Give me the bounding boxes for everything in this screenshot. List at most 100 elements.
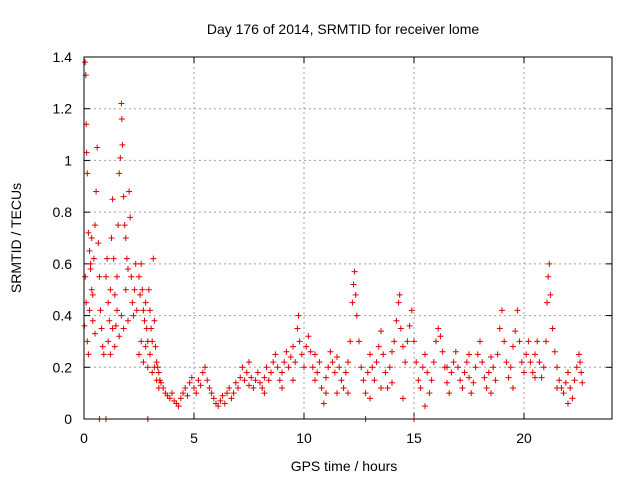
data-point bbox=[279, 384, 285, 391]
data-point bbox=[408, 307, 415, 314]
data-point bbox=[481, 374, 488, 381]
data-point bbox=[252, 377, 259, 384]
data-point bbox=[88, 235, 95, 241]
data-point bbox=[125, 266, 131, 273]
data-point bbox=[331, 369, 338, 376]
data-point bbox=[110, 255, 117, 262]
data-point bbox=[444, 379, 450, 386]
data-point bbox=[261, 390, 268, 397]
data-point bbox=[117, 154, 124, 161]
data-point bbox=[565, 400, 571, 407]
data-point bbox=[180, 390, 186, 397]
data-point bbox=[353, 312, 360, 319]
grid bbox=[84, 57, 612, 419]
data-point bbox=[137, 291, 144, 298]
data-point bbox=[485, 369, 492, 376]
x-tick-label: 5 bbox=[190, 430, 198, 446]
data-point bbox=[455, 364, 461, 371]
data-point bbox=[351, 268, 358, 275]
data-point bbox=[477, 338, 483, 345]
data-point bbox=[86, 307, 93, 314]
data-point bbox=[419, 364, 426, 371]
data-point bbox=[206, 384, 213, 391]
data-point bbox=[450, 359, 457, 366]
data-point bbox=[461, 369, 468, 376]
data-point bbox=[338, 377, 345, 384]
data-point bbox=[470, 379, 477, 386]
data-point bbox=[123, 255, 130, 262]
data-point bbox=[120, 325, 127, 332]
data-point bbox=[305, 333, 312, 340]
data-point bbox=[364, 369, 371, 376]
data-point bbox=[384, 384, 391, 391]
data-point bbox=[221, 400, 228, 407]
data-point bbox=[148, 325, 155, 332]
data-point bbox=[538, 374, 545, 381]
data-point bbox=[153, 359, 160, 366]
data-point bbox=[257, 379, 263, 386]
data-point bbox=[87, 260, 94, 267]
data-point bbox=[444, 364, 450, 371]
data-point bbox=[265, 377, 272, 384]
data-point bbox=[554, 384, 560, 391]
chart-title: Day 176 of 2014, SRMTID for receiver lom… bbox=[207, 21, 480, 37]
data-point bbox=[104, 255, 111, 262]
data-point bbox=[323, 374, 329, 381]
data-point bbox=[292, 359, 299, 366]
data-point bbox=[131, 286, 138, 293]
data-point bbox=[86, 247, 93, 254]
data-point bbox=[446, 390, 453, 397]
data-point bbox=[241, 377, 248, 384]
data-point bbox=[356, 338, 362, 345]
data-point bbox=[350, 281, 357, 288]
data-point bbox=[199, 369, 206, 376]
data-point bbox=[105, 299, 112, 306]
data-point bbox=[457, 377, 464, 384]
data-point bbox=[158, 379, 164, 386]
data-point bbox=[182, 384, 189, 391]
data-point bbox=[327, 348, 334, 355]
data-point bbox=[540, 364, 547, 371]
data-point bbox=[336, 364, 343, 371]
data-point bbox=[224, 390, 230, 397]
data-point bbox=[279, 369, 285, 376]
data-point bbox=[503, 359, 510, 366]
data-point bbox=[499, 307, 505, 314]
data-point bbox=[193, 390, 200, 397]
data-point bbox=[316, 359, 323, 366]
data-point bbox=[488, 353, 494, 360]
y-tick-label: 0.2 bbox=[53, 359, 73, 375]
data-point bbox=[254, 369, 261, 376]
data-point bbox=[92, 222, 98, 229]
data-point bbox=[246, 359, 252, 366]
data-point bbox=[448, 369, 455, 376]
data-point bbox=[565, 369, 571, 376]
data-point bbox=[375, 343, 382, 350]
data-point bbox=[106, 317, 113, 324]
data-point bbox=[309, 364, 316, 371]
data-point bbox=[439, 348, 446, 355]
data-point bbox=[89, 291, 96, 298]
data-point bbox=[428, 377, 435, 384]
data-point bbox=[129, 299, 136, 306]
data-point bbox=[215, 403, 222, 410]
data-point bbox=[406, 322, 413, 329]
data-point bbox=[83, 149, 90, 156]
data-point bbox=[501, 338, 508, 345]
data-point bbox=[573, 364, 580, 371]
data-point bbox=[518, 359, 525, 366]
data-point bbox=[312, 377, 318, 384]
data-point bbox=[422, 403, 428, 410]
data-point bbox=[177, 395, 184, 402]
data-point bbox=[237, 374, 244, 381]
data-point bbox=[545, 273, 552, 280]
data-point bbox=[571, 377, 578, 384]
data-point bbox=[543, 338, 549, 345]
data-point bbox=[367, 351, 373, 358]
data-point bbox=[435, 325, 442, 332]
data-point bbox=[290, 343, 296, 350]
data-point bbox=[352, 291, 359, 298]
data-point bbox=[166, 395, 173, 402]
data-point bbox=[118, 116, 125, 123]
